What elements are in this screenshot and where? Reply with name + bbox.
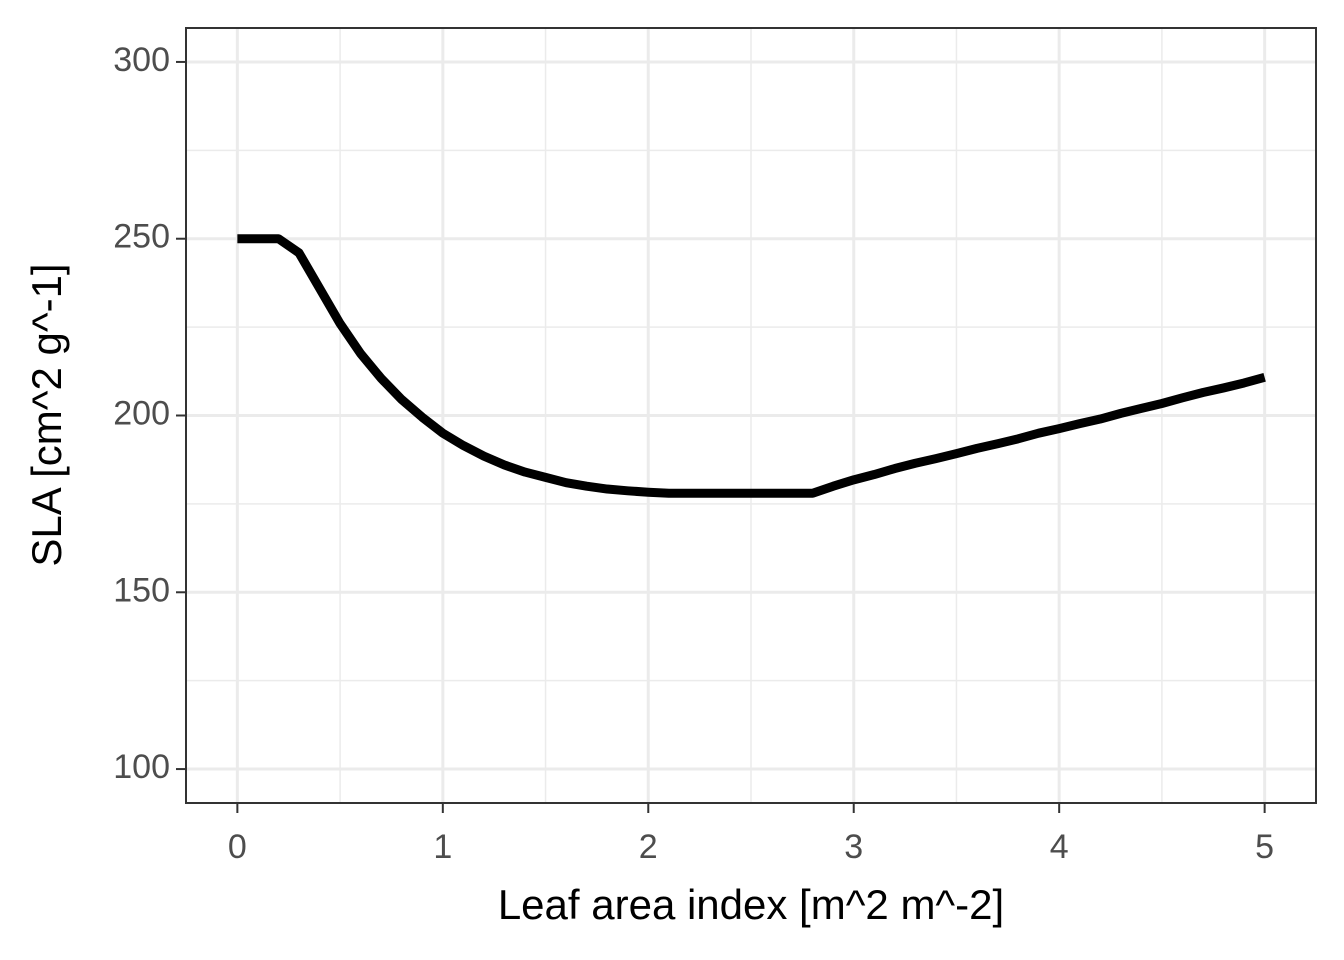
y-tick-label: 100	[113, 748, 170, 786]
x-tick-label: 5	[1255, 828, 1274, 866]
x-tick-label: 1	[433, 828, 452, 866]
y-tick-label: 250	[113, 218, 170, 256]
x-axis-title: Leaf area index [m^2 m^-2]	[498, 881, 1004, 928]
panel-border	[185, 27, 1317, 804]
y-axis-title: SLA [cm^2 g^-1]	[23, 263, 70, 566]
x-tick-label: 2	[639, 828, 658, 866]
x-tick-label: 3	[844, 828, 863, 866]
y-tick-label: 150	[113, 571, 170, 609]
x-tick-label: 4	[1050, 828, 1069, 866]
line	[237, 234, 1266, 498]
y-tick-label: 300	[113, 41, 170, 79]
x-tick-label: 0	[228, 828, 247, 866]
y-tick-label: 200	[113, 394, 170, 432]
